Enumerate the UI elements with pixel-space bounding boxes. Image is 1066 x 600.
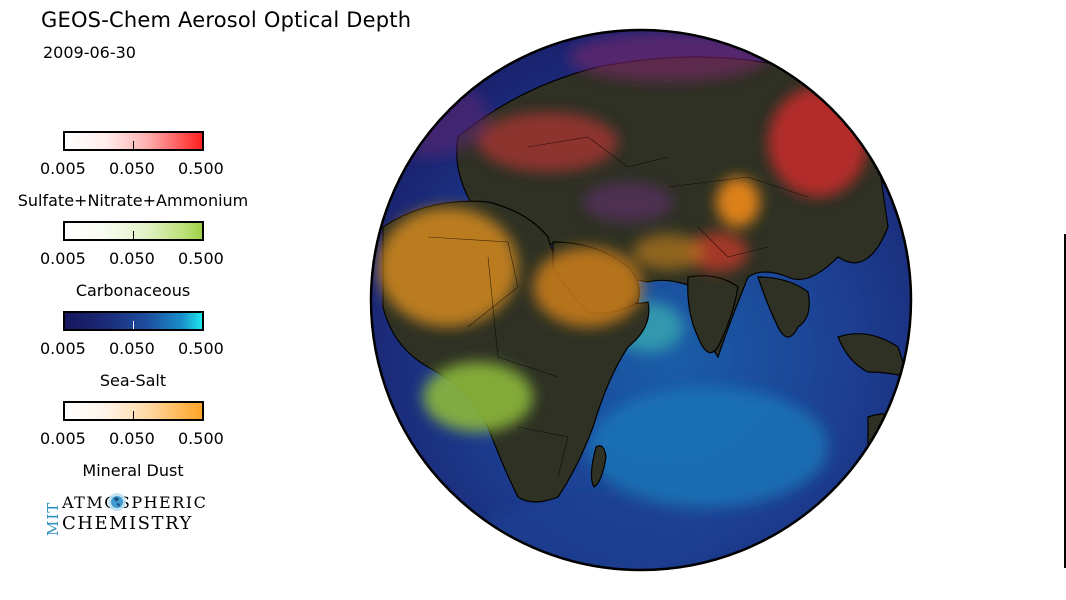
colorbar-mineral-dust [63, 401, 204, 421]
colorbar-label: Carbonaceous [75, 281, 191, 300]
page-title: GEOS-Chem Aerosol Optical Depth [41, 8, 412, 32]
globe-icon [108, 493, 126, 511]
tick-label-min: 0.005 [40, 159, 86, 178]
tick-label-mid: 0.050 [109, 159, 155, 178]
colorbar-sea-salt [63, 311, 204, 331]
tick-label-max: 0.500 [178, 249, 224, 268]
logo-line2: CHEMISTRY [62, 513, 193, 534]
colorbar-label: Mineral Dust [82, 461, 184, 480]
colorbar-carbonaceous [63, 221, 204, 241]
colorbar-label: Sea-Salt [99, 371, 167, 390]
tick-label-max: 0.500 [178, 429, 224, 448]
tick-label-max: 0.500 [178, 159, 224, 178]
colorbar-label: Sulfate+Nitrate+Ammonium [17, 191, 249, 210]
country-borders [427, 136, 809, 478]
mit-atmospheric-chemistry-logo: MIT ATMOSPHERIC CHEMISTRY [42, 492, 222, 538]
tick-label-max: 0.500 [178, 339, 224, 358]
tick-label-mid: 0.050 [109, 429, 155, 448]
tick-label-min: 0.005 [40, 339, 86, 358]
tick-label-min: 0.005 [40, 429, 86, 448]
aerosol-globe-map [368, 27, 914, 573]
tick-label-mid: 0.050 [109, 249, 155, 268]
legend: 0.005 0.050 0.500 Sulfate+Nitrate+Ammoni… [0, 0, 270, 600]
globe-outline [369, 28, 913, 572]
tick-label-min: 0.005 [40, 249, 86, 268]
logo-mit-text: MIT [44, 501, 62, 536]
colorbar-sulfate [63, 131, 204, 151]
tick-label-mid: 0.050 [109, 339, 155, 358]
aerosol-plumes [371, 32, 868, 432]
date-label: 2009-06-30 [43, 43, 136, 62]
frame-edge [1064, 234, 1066, 568]
logo-line1: ATMOSPHERIC [62, 493, 208, 512]
globe-svg [369, 28, 913, 572]
